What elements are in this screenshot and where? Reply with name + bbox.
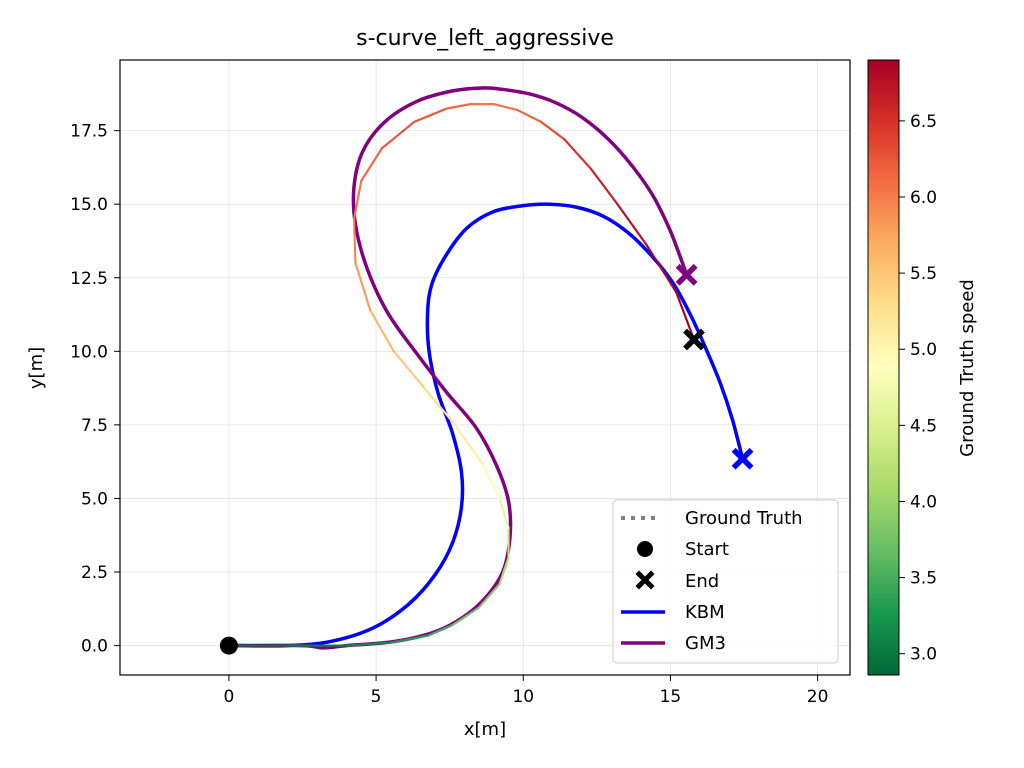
legend-box — [612, 499, 839, 664]
ground-truth-segment — [352, 217, 357, 265]
ground-truth-segment — [392, 350, 425, 388]
colorbar-tick-label: 6.0 — [910, 188, 937, 208]
chart-title: s-curve_left_aggressive — [356, 26, 614, 51]
legend-ground-truth-label: Ground Truth — [685, 508, 803, 529]
ground-truth-segment — [492, 103, 519, 112]
kbm-line — [227, 202, 745, 648]
colorbar-tick-label: 3.0 — [910, 645, 937, 665]
colorbar-ticks: 3.0 3.5 4.0 4.5 5.0 5.5 6.0 6.5 — [899, 112, 937, 665]
legend: Ground Truth Start End KBM GM3 — [612, 499, 839, 664]
colorbar-tick-label: 4.0 — [910, 492, 937, 512]
ground-truth-segment — [480, 462, 501, 500]
ground-truth-segment — [422, 385, 454, 424]
colorbar: 3.0 3.5 4.0 4.5 5.0 5.5 6.0 6.5 Ground Truth sp… — [867, 59, 978, 676]
ground-truth-segment — [539, 120, 566, 141]
legend-kbm-label: KBM — [685, 602, 725, 623]
kbm-end-marker — [731, 447, 754, 470]
legend-end-swatch — [635, 570, 655, 590]
ground-truth-segment — [389, 634, 431, 644]
x-axis-label: x[m] — [464, 719, 506, 740]
legend-start-label: Start — [685, 539, 729, 560]
start-marker — [219, 636, 238, 655]
y-tick-label: 17.5 — [70, 122, 108, 142]
x-tick-label: 15 — [660, 687, 682, 707]
ground-truth-segment — [380, 120, 416, 150]
colorbar-tick-label: 6.5 — [910, 112, 937, 132]
ground-truth-segment — [516, 108, 543, 123]
colorbar-tick-label: 5.5 — [910, 264, 937, 284]
legend-gm3-label: GM3 — [685, 633, 726, 654]
y-tick-label: 12.5 — [70, 269, 108, 289]
ground-truth-segment — [445, 103, 472, 110]
y-tick-label: 0.0 — [81, 637, 108, 657]
ground-truth-segment — [451, 420, 484, 465]
ground-truth-segment — [413, 107, 448, 123]
colorbar-label: Ground Truth speed — [957, 279, 978, 457]
colorbar-tick-label: 4.5 — [910, 416, 937, 436]
colorbar-tick-label: 3.5 — [910, 569, 937, 589]
plot-frame — [119, 59, 851, 676]
colorbar-gradient — [867, 59, 900, 676]
ground-truth-segment — [427, 623, 454, 637]
ground-truth-segment — [616, 203, 648, 247]
gm3-end-marker — [675, 263, 698, 286]
y-tick-label: 7.5 — [81, 416, 108, 436]
ground-truth-segment — [563, 138, 593, 170]
x-axis: 0 5 10 15 20 — [223, 675, 828, 707]
ground-truth-segment — [451, 606, 481, 627]
ground-truth-segment — [345, 641, 392, 647]
x-tick-label: 0 — [223, 687, 234, 707]
colorbar-tick-label: 5.0 — [910, 340, 937, 360]
ground-truth-segment — [498, 497, 510, 529]
y-axis-label: y[m] — [26, 347, 47, 389]
legend-start-swatch — [637, 541, 653, 557]
x-tick-label: 10 — [512, 687, 534, 707]
ground-truth-segment — [352, 179, 363, 220]
ground-truth-segment — [478, 582, 501, 609]
marker-layer — [219, 263, 754, 655]
end-marker — [683, 328, 705, 351]
ground-truth-segment — [589, 167, 619, 206]
y-tick-label: 15.0 — [70, 195, 108, 215]
x-tick-label: 20 — [807, 687, 829, 707]
ground-truth-segment — [498, 556, 510, 585]
ground-truth-segment — [645, 244, 678, 294]
y-tick-label: 10.0 — [70, 342, 108, 362]
x-tick-label: 5 — [371, 687, 382, 707]
ground-truth-segment — [360, 147, 384, 182]
ground-truth-segment — [369, 309, 395, 353]
y-axis: 0.0 2.5 5.0 7.5 10.0 12.5 15.0 17.5 — [70, 122, 120, 657]
legend-end-label: End — [685, 571, 719, 592]
ground-truth-segment — [354, 261, 372, 312]
y-tick-label: 2.5 — [81, 563, 108, 583]
y-tick-label: 5.0 — [81, 489, 108, 509]
ground-truth-segment — [675, 291, 696, 341]
series-layer — [227, 86, 745, 650]
